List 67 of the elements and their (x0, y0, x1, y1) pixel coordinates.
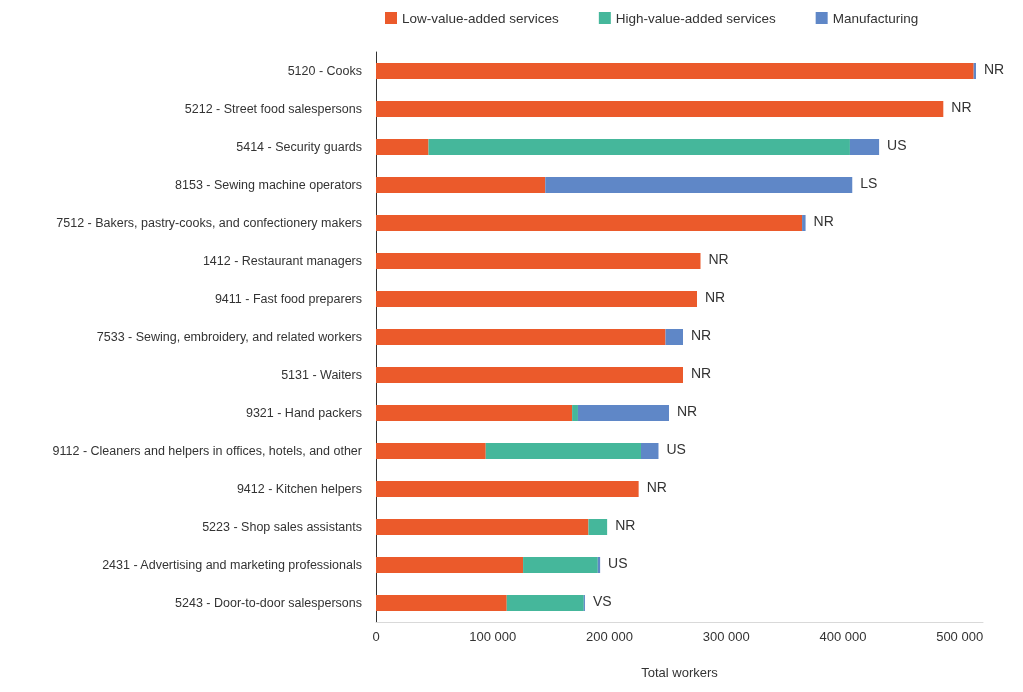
bar (376, 253, 701, 269)
legend-label: Low-value-added services (402, 10, 560, 26)
y-tick-label: 5212 - Street food salespersons (184, 102, 362, 116)
annotation: NR (691, 365, 712, 381)
x-tick-label: 400 000 (819, 629, 867, 644)
bar (485, 443, 641, 459)
legend-label: High-value-added services (615, 10, 776, 26)
bar (376, 405, 573, 421)
bar (376, 215, 803, 231)
annotation: NR (984, 61, 1005, 77)
annotation: NR (691, 327, 712, 343)
annotation: US (666, 441, 686, 457)
annotation: NR (676, 403, 698, 419)
annotation: NR (705, 289, 726, 305)
y-tick-label: 5414 - Security guards (236, 140, 362, 154)
y-tick-label: 5120 - Cooks (287, 64, 362, 78)
annotation: NR (615, 517, 636, 533)
x-tick-label: 100 000 (469, 629, 517, 644)
y-tick-label: 1412 - Restaurant managers (202, 254, 362, 268)
annotation: LS (860, 175, 878, 191)
annotation: US (887, 137, 907, 153)
annotation: NR (951, 99, 972, 115)
annotation: US (608, 555, 628, 571)
y-tick-label: 9412 - Kitchen helpers (236, 482, 362, 496)
bar (588, 519, 608, 535)
annotation: VS (592, 593, 612, 609)
x-tick-label: 0 (372, 629, 380, 644)
bar (376, 139, 429, 155)
bar (802, 215, 806, 231)
y-tick-label: 9411 - Fast food preparers (214, 292, 362, 306)
y-tick-label: 5243 - Door-to-door salespersons (175, 596, 362, 610)
annotation: NR (646, 479, 667, 495)
x-tick-label: 300 000 (702, 629, 750, 644)
x-tick-label: 200 000 (585, 629, 633, 644)
annotation: NR (708, 251, 729, 267)
bar (640, 443, 659, 459)
bar (376, 101, 944, 117)
bar (523, 557, 598, 573)
legend-label: Manufacturing (832, 10, 919, 26)
bar (572, 405, 578, 421)
x-tick-label: 500 000 (936, 629, 984, 644)
y-tick-label: 2431 - Advertising and marketing professionals (102, 558, 362, 572)
y-tick-label: 9321 - Hand packers (245, 406, 362, 420)
y-tick-label: 7512 - Bakers, pastry-cooks, and confectionery makers (56, 216, 362, 230)
bar (665, 329, 683, 345)
y-tick-label: 7533 - Sewing, embroidery, and related workers (96, 330, 362, 344)
y-tick-label: 8153 - Sewing machine operators (175, 178, 362, 192)
bar (376, 595, 507, 611)
bar (376, 291, 698, 307)
bar (376, 63, 974, 79)
bar (506, 595, 584, 611)
y-tick-label: 5131 - Waiters (281, 368, 362, 382)
bar (428, 139, 850, 155)
bar (376, 481, 639, 497)
bar (849, 139, 880, 155)
bar (376, 177, 546, 193)
annotation: NR (813, 213, 834, 229)
bar (376, 329, 666, 345)
y-tick-label: 9112 - Cleaners and helpers in offices, hotels, and other (52, 444, 362, 458)
bar (376, 367, 683, 383)
y-tick-label: 5223 - Shop sales assistants (202, 520, 362, 534)
bar (376, 557, 524, 573)
x-axis-title: Total workers (641, 665, 719, 680)
bar (376, 519, 589, 535)
bar (376, 443, 486, 459)
bar (577, 405, 669, 421)
bar (545, 177, 853, 193)
